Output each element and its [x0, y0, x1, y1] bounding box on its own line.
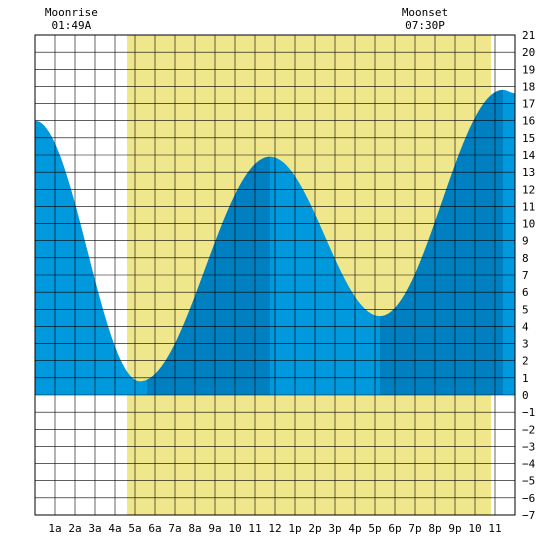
x-tick-label: 3a: [88, 522, 101, 535]
y-tick-label: −5: [522, 475, 535, 488]
x-tick-label: 3p: [328, 522, 341, 535]
y-tick-label: 5: [522, 303, 529, 316]
y-tick-label: −7: [522, 509, 535, 522]
y-tick-label: −6: [522, 492, 535, 505]
x-tick-label: 10: [228, 522, 241, 535]
x-tick-label: 8a: [188, 522, 201, 535]
y-tick-label: 0: [522, 389, 529, 402]
x-tick-label: 11: [488, 522, 501, 535]
moonset-time: 07:30P: [405, 19, 445, 32]
x-tick-label: 10: [468, 522, 481, 535]
y-tick-label: 19: [522, 63, 535, 76]
y-tick-label: 11: [522, 200, 535, 213]
x-tick-label: 2a: [68, 522, 81, 535]
x-tick-label: 11: [248, 522, 261, 535]
y-tick-label: 20: [522, 46, 535, 59]
y-tick-label: 9: [522, 235, 529, 248]
x-tick-label: 12: [268, 522, 281, 535]
y-tick-label: 1: [522, 372, 529, 385]
x-tick-label: 5p: [368, 522, 381, 535]
y-tick-label: 15: [522, 132, 535, 145]
y-tick-label: 21: [522, 29, 535, 42]
y-tick-label: 4: [522, 320, 529, 333]
x-tick-label: 9a: [208, 522, 221, 535]
x-tick-label: 7a: [168, 522, 181, 535]
y-tick-label: −2: [522, 423, 535, 436]
y-tick-label: 7: [522, 269, 529, 282]
moonrise-label: Moonrise: [45, 6, 98, 19]
y-tick-label: 3: [522, 338, 529, 351]
y-tick-label: 13: [522, 166, 535, 179]
y-tick-label: 17: [522, 98, 535, 111]
x-tick-label: 5a: [128, 522, 141, 535]
x-tick-label: 1p: [288, 522, 301, 535]
y-tick-label: 10: [522, 218, 535, 231]
y-tick-label: 14: [522, 149, 536, 162]
y-tick-label: 16: [522, 115, 535, 128]
moonset-label: Moonset: [402, 6, 448, 19]
y-tick-label: 2: [522, 355, 529, 368]
y-tick-label: 8: [522, 252, 529, 265]
x-tick-label: 9p: [448, 522, 461, 535]
x-tick-label: 7p: [408, 522, 421, 535]
x-tick-label: 4a: [108, 522, 121, 535]
y-tick-label: 6: [522, 286, 529, 299]
x-tick-label: 4p: [348, 522, 361, 535]
plot-border: [34, 34, 516, 516]
x-tick-label: 8p: [428, 522, 441, 535]
x-tick-label: 6p: [388, 522, 401, 535]
y-tick-label: −1: [522, 406, 535, 419]
x-tick-label: 2p: [308, 522, 321, 535]
tide-band-1: [147, 156, 270, 395]
y-tick-label: −3: [522, 440, 535, 453]
y-tick-label: 18: [522, 80, 535, 93]
x-tick-label: 6a: [148, 522, 161, 535]
x-tick-label: 1a: [48, 522, 61, 535]
tide-band-2: [380, 89, 503, 396]
y-tick-label: −4: [522, 458, 536, 471]
moonrise-time: 01:49A: [52, 19, 92, 32]
y-tick-label: 12: [522, 183, 535, 196]
